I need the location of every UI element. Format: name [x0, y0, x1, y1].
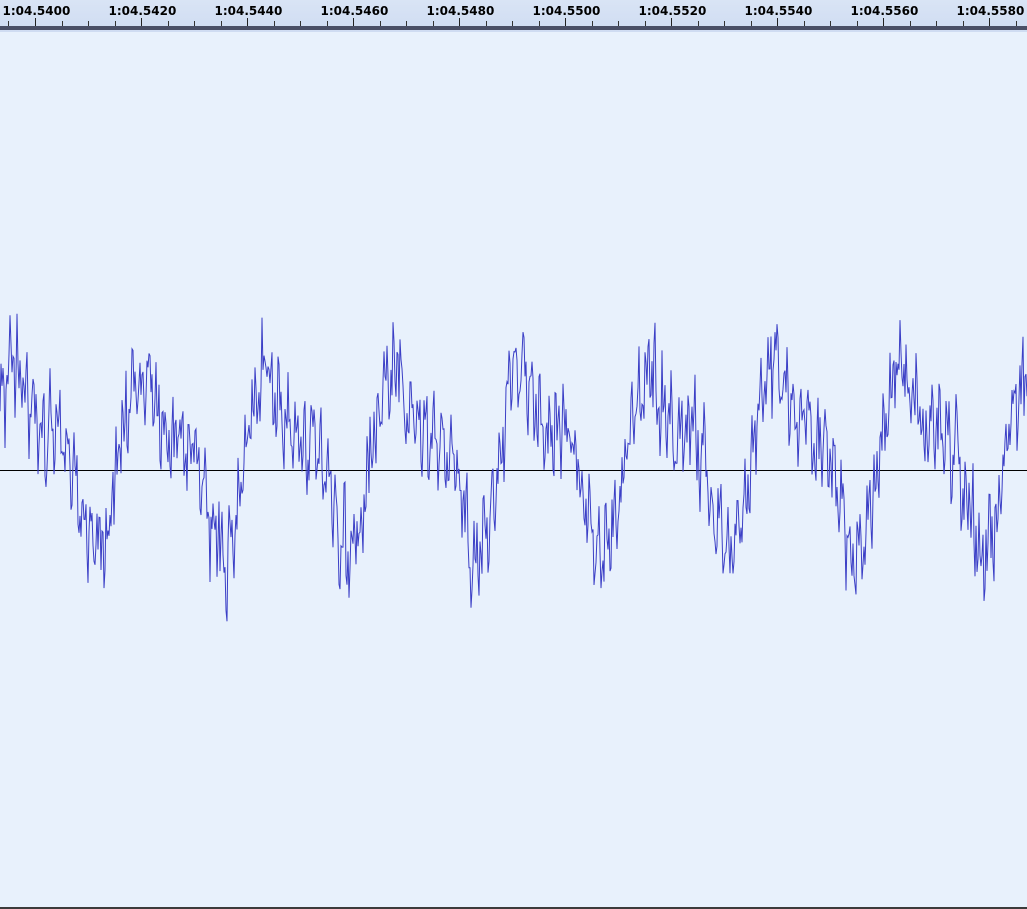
ruler-tick-label: 1:04.5540 [744, 4, 813, 18]
track-bottom-border [0, 907, 1027, 909]
ruler-tick-label: 1:04.5580 [956, 4, 1025, 18]
ruler-ticks [0, 18, 1027, 30]
audio-track[interactable] [0, 32, 1027, 907]
waveform [0, 313, 1027, 622]
ruler-tick-label: 1:04.5480 [426, 4, 495, 18]
waveform-line [0, 313, 1027, 622]
ruler-tick-label: 1:04.5520 [638, 4, 707, 18]
ruler-tick-label: 1:04.5460 [320, 4, 389, 18]
ruler-tick-label: 1:04.5400 [2, 4, 71, 18]
ruler-tick-label: 1:04.5560 [850, 4, 919, 18]
ruler-tick-label: 1:04.5500 [532, 4, 601, 18]
ruler-baseline [0, 26, 1027, 30]
ruler-tick-label: 1:04.5420 [108, 4, 177, 18]
ruler-tick-label: 1:04.5440 [214, 4, 283, 18]
timeline-ruler[interactable]: 1:04.5400 1:04.5420 1:04.5440 1:04.5460 1:04… [0, 0, 1027, 32]
